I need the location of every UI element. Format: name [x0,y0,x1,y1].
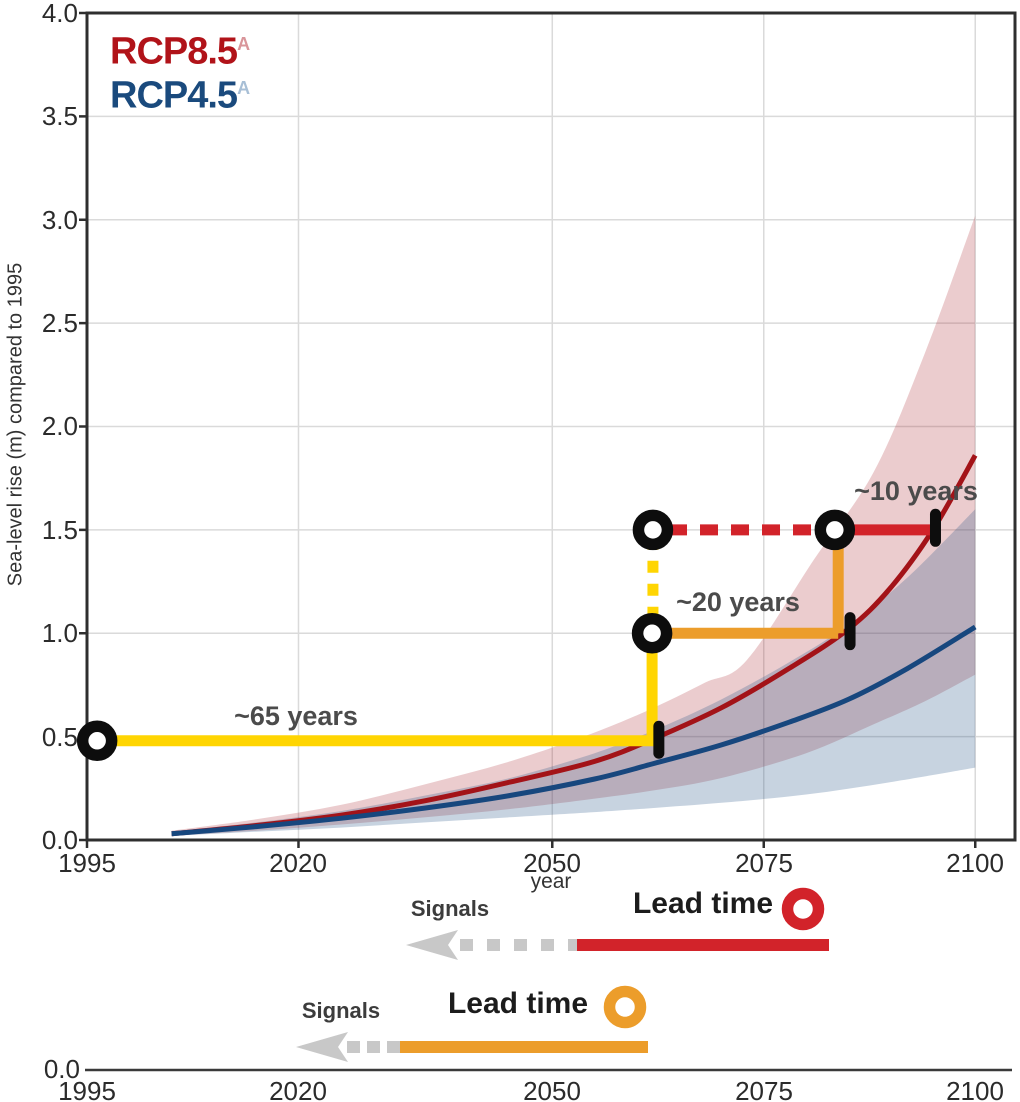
legend-rcp45-label: RCP4.5 [110,74,238,117]
band-RCP8.5 [171,215,976,836]
legend-rcp45: RCP4.5A [110,68,250,116]
signals-dash [541,939,554,951]
signals-label-rcp85: Signals [410,896,490,921]
x-tick-1995: 1995 [58,848,116,878]
y-tick-3.0: 3.0 [41,205,78,235]
y-tick-1.0: 1.0 [41,618,78,648]
curve-RCP4.5 [171,624,977,837]
signals-dash [347,1041,360,1053]
curve-intersection-tick [929,508,941,547]
legend-rcp45-superscript: A [237,78,251,98]
threshold-ring-marker [814,509,856,551]
legend-rcp85: RCP8.5A [110,24,250,72]
annotation-10-years: ~10 years [854,476,978,506]
bottom-tick-2050: 2050 [523,1076,581,1102]
x-tick-2050: 2050 [523,848,581,878]
legend-rcp85-label: RCP8.5 [110,30,238,73]
y-tick-3.5: 3.5 [41,101,78,131]
lead-time-label-rcp85: Lead time [632,887,774,920]
signal-leadtime-legend-row-rcp85 [406,887,829,960]
signals-dash [514,939,527,951]
curve-intersection-tick [653,720,665,759]
x-axis-title: year [530,870,572,893]
lead-time-bar [577,939,829,951]
y-tick-0.0: 0.0 [41,825,78,855]
y-tick-2.5: 2.5 [41,308,78,338]
lead-time-bar [400,1041,648,1053]
y-tick-2.0: 2.0 [41,411,78,441]
lead-time-ring-icon [603,985,647,1029]
bottom-tick-2075: 2075 [735,1076,793,1102]
x-tick-2075: 2075 [735,848,793,878]
y-tick-4.0: 4.0 [41,0,78,28]
threshold-ring-marker [632,509,674,551]
annotation-65-years: ~65 years [234,701,358,731]
lead-time-label-rcp45: Lead time [447,987,589,1020]
signals-dash [367,1041,380,1053]
signal-leadtime-legend-row-rcp45 [296,985,648,1062]
threshold-ring-marker [76,720,118,762]
bottom-axis-zero-label: 0.0 [43,1054,80,1084]
bottom-tick-2020: 2020 [269,1076,327,1102]
legend-rcp85-superscript: A [237,34,251,54]
threshold-ring-marker [631,613,673,654]
signals-label-rcp45: Signals [301,998,381,1023]
x-tick-2020: 2020 [269,848,327,878]
signals-arrow-icon [296,1032,348,1062]
curve-intersection-tick [844,612,856,651]
y-tick-1.5: 1.5 [41,515,78,545]
lead-time-ring-icon [781,887,825,931]
bottom-tick-1995: 1995 [58,1076,116,1102]
signals-dash [487,939,500,951]
signals-dash [387,1041,400,1053]
x-tick-2100: 2100 [946,848,1004,878]
band-RCP4.5 [171,509,976,836]
threshold-annotations [76,508,941,762]
annotation-20-years: ~20 years [676,587,800,617]
y-tick-0.5: 0.5 [41,722,78,752]
bottom-tick-2100: 2100 [946,1076,1004,1102]
signals-arrow-icon [406,930,458,960]
uncertainty-bands [171,215,976,836]
signals-dash [460,939,473,951]
